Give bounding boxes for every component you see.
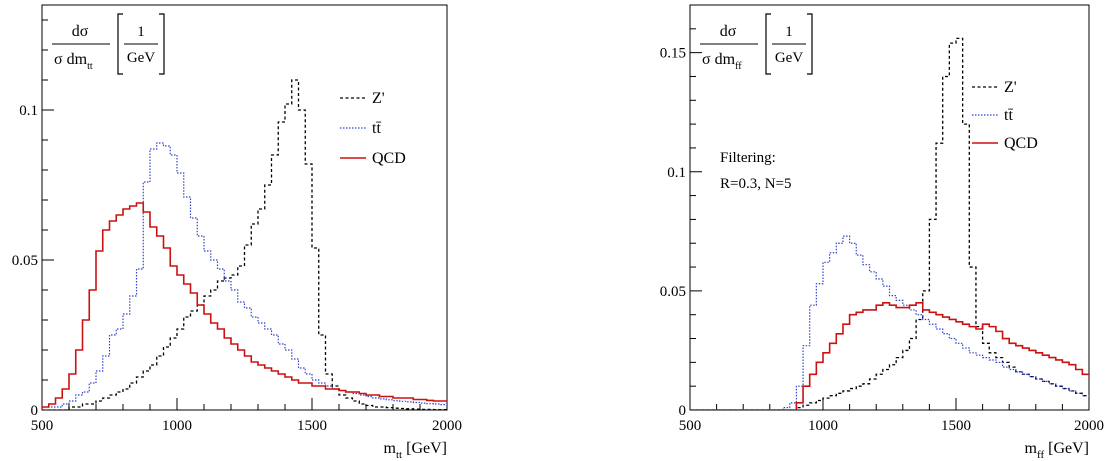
annotation-text: Filtering: xyxy=(720,150,776,166)
plot-panel-mff: 500 1000 1500 2000 0 0.05 0.1 0.15 mff [GeV] dσ σ … xyxy=(660,4,1104,461)
legend-label-ttbar: tt̄ xyxy=(372,120,382,137)
plot-panel-mtt: 500 1000 1500 2000 0 0.05 0.1 mtt [GeV] dσ σ dmtt… xyxy=(12,4,462,461)
y-tick-label: 0.1 xyxy=(19,103,38,119)
legend-label-qcd: QCD xyxy=(1004,135,1038,152)
y-label-denominator: σ dmtt xyxy=(54,51,93,72)
series-line-zprime xyxy=(42,79,447,410)
y-label-unit-denominator: GeV xyxy=(127,50,155,66)
x-tick-label: 1500 xyxy=(941,418,971,434)
series-line-ttbar xyxy=(690,235,1089,410)
x-tick-label: 500 xyxy=(679,418,702,434)
y-tick-label: 0.05 xyxy=(12,253,38,269)
x-tick-label: 1000 xyxy=(808,418,838,434)
y-label-denominator: σ dmff xyxy=(702,51,742,72)
y-tick-label: 0.15 xyxy=(660,46,686,62)
y-label-unit-numerator: 1 xyxy=(785,24,793,40)
x-axis-label: mff [GeV] xyxy=(1025,440,1089,461)
annotation-text: R=0.3, N=5 xyxy=(720,176,792,192)
y-label-unit-denominator: GeV xyxy=(775,50,803,66)
y-axis-label: dσ σ dmff 1 GeV xyxy=(700,13,813,75)
y-tick-label: 0.1 xyxy=(667,165,686,181)
legend-label-zprime: Z' xyxy=(1004,79,1017,96)
x-axis-label: mtt [GeV] xyxy=(384,440,447,461)
x-tick-label: 500 xyxy=(31,418,54,434)
y-label-right-bracket xyxy=(159,13,165,75)
y-tick-label: 0 xyxy=(31,403,39,419)
legend-label-qcd: QCD xyxy=(372,150,406,167)
plot-frame xyxy=(41,4,448,411)
y-axis-label: dσ σ dmtt 1 GeV xyxy=(52,13,165,75)
series-line-zprime xyxy=(690,37,1089,410)
series-line-qcd xyxy=(690,301,1089,410)
legend-label-zprime: Z' xyxy=(372,90,385,107)
y-label-numerator: dσ xyxy=(72,23,89,40)
x-tick-label: 1500 xyxy=(297,418,327,434)
y-label-unit-numerator: 1 xyxy=(137,24,145,40)
y-label-left-bracket xyxy=(765,13,771,75)
legend-label-ttbar: tt̄ xyxy=(1004,107,1014,124)
y-label-numerator: dσ xyxy=(720,23,737,40)
x-tick-label: 2000 xyxy=(1074,418,1104,434)
y-tick-label: 0.05 xyxy=(660,284,686,300)
y-label-left-bracket xyxy=(117,13,123,75)
x-tick-label: 2000 xyxy=(432,418,462,434)
series-line-qcd xyxy=(42,202,447,410)
plot-frame xyxy=(689,4,1090,411)
y-label-right-bracket xyxy=(807,13,813,75)
series-line-ttbar xyxy=(42,142,447,410)
y-tick-label: 0 xyxy=(679,403,687,419)
x-tick-label: 1000 xyxy=(162,418,192,434)
